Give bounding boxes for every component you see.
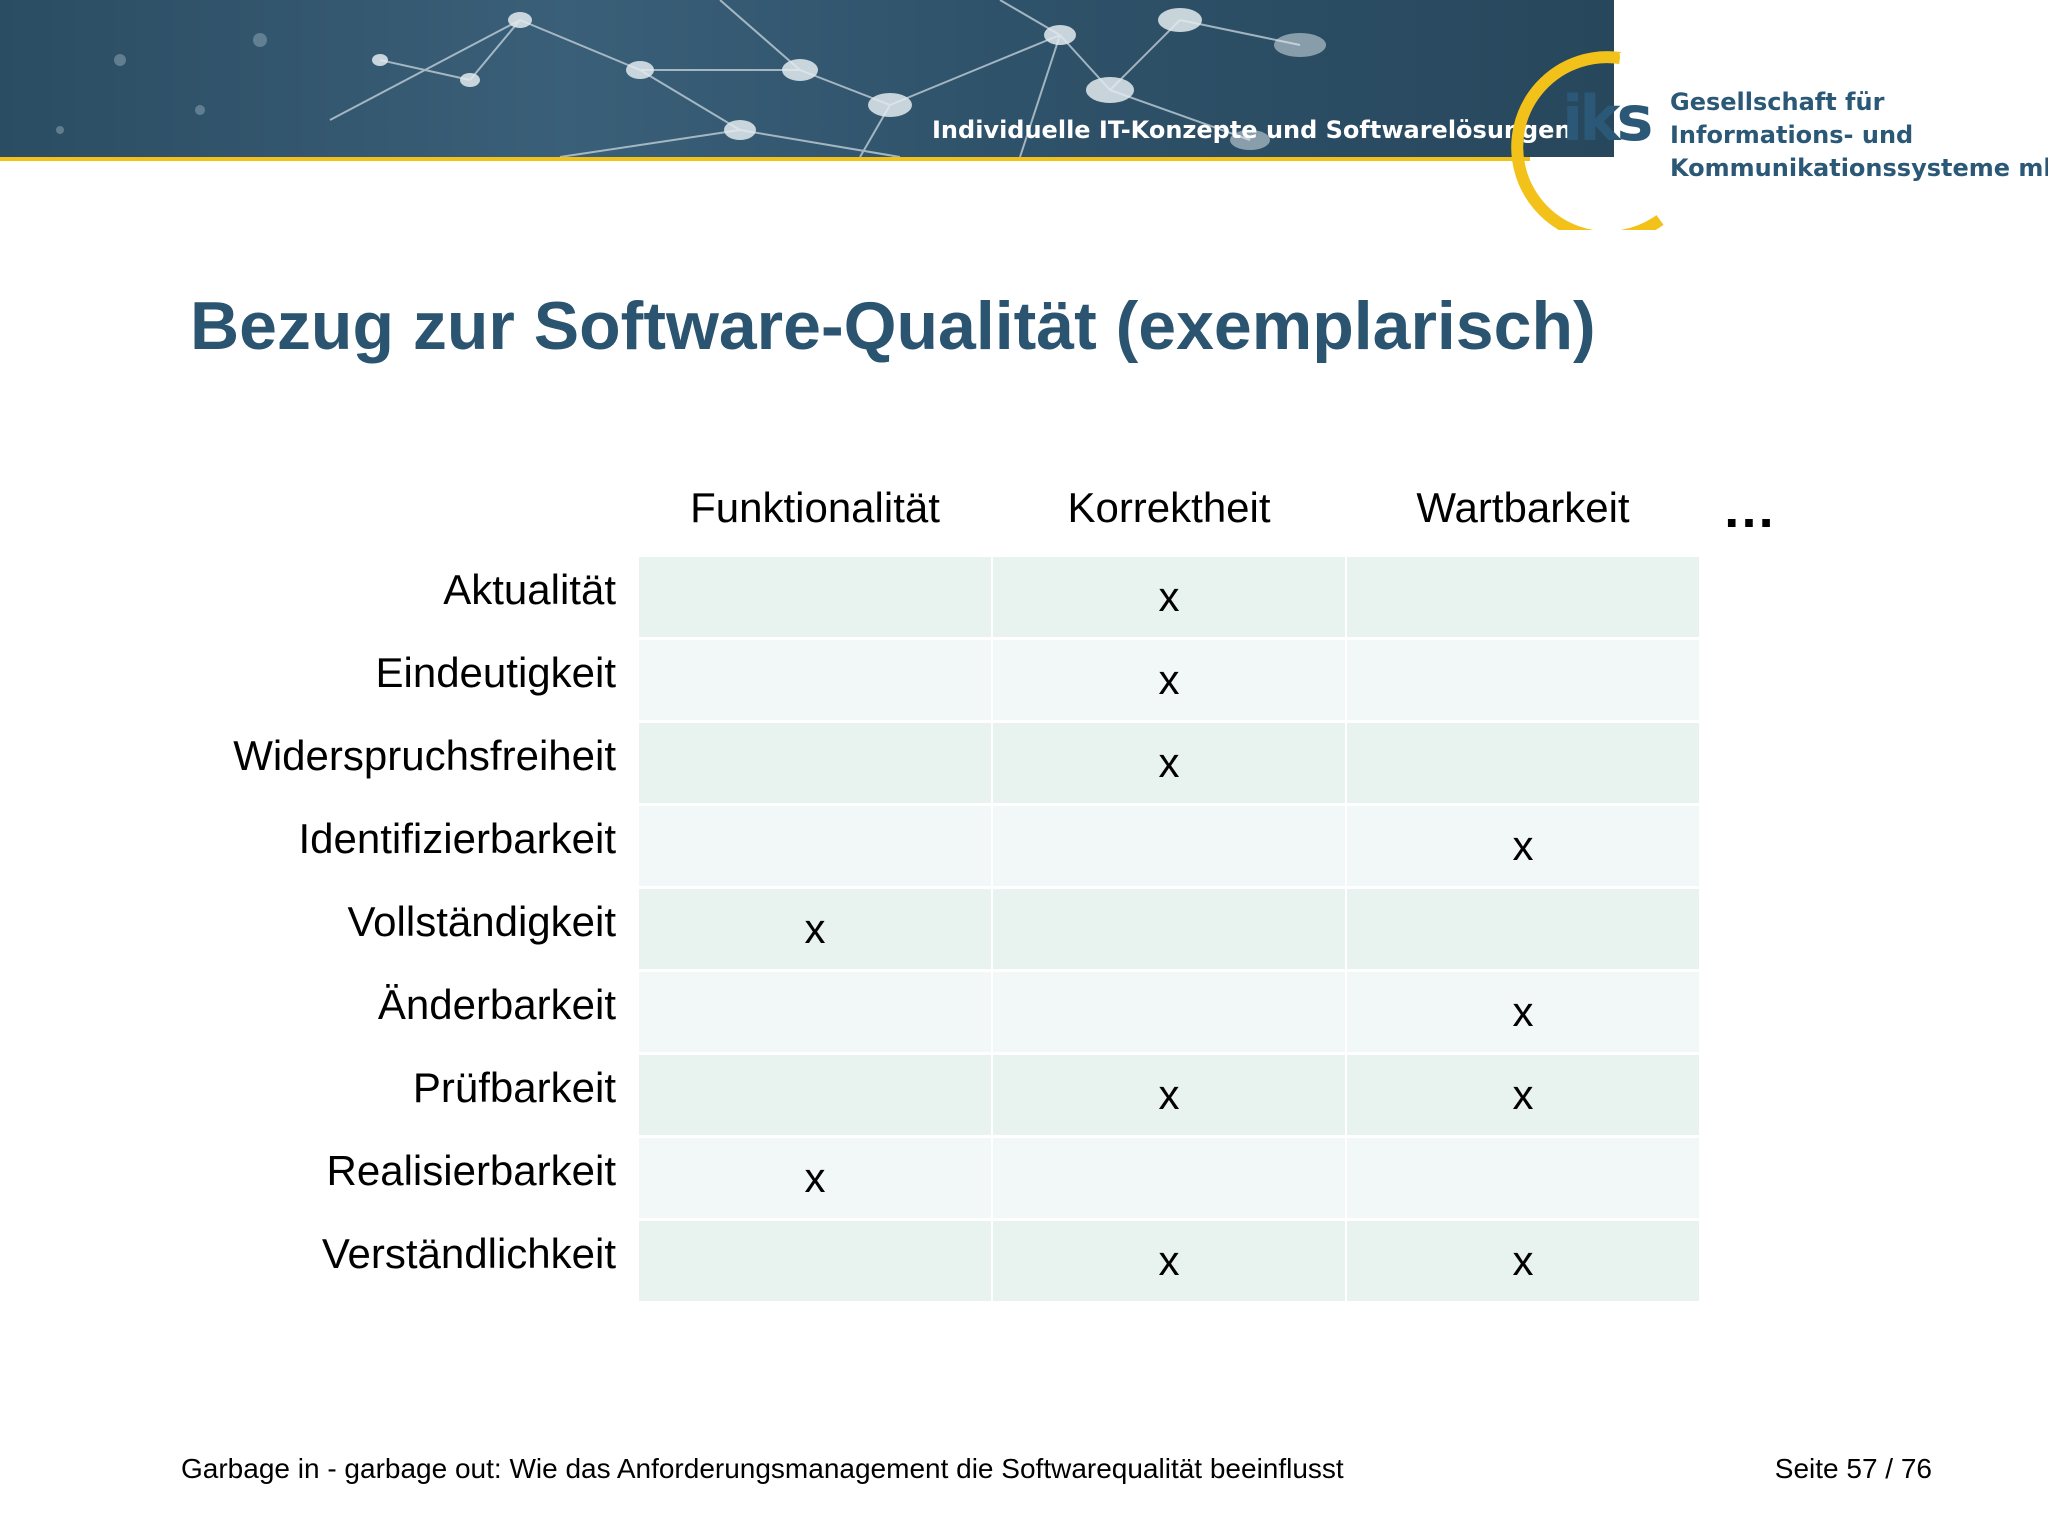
matrix-cell — [1347, 889, 1699, 969]
matrix-cell — [639, 640, 991, 720]
row-label: Änderbarkeit — [377, 981, 616, 1028]
matrix-cell: x — [993, 1055, 1345, 1135]
matrix-cell — [1347, 557, 1699, 637]
column-header: Funktionalität — [690, 484, 940, 531]
matrix-cell — [639, 557, 991, 637]
matrix-cell: x — [993, 723, 1345, 803]
row-label: Identifizierbarkeit — [298, 815, 616, 862]
banner-slogan: Individuelle IT-Konzepte und Softwarelös… — [932, 116, 1572, 144]
matrix-cell — [639, 723, 991, 803]
slide-title: Bezug zur Software-Qualität (exemplarisc… — [190, 288, 1596, 364]
matrix-cell: x — [993, 1221, 1345, 1301]
matrix-cell: x — [639, 1138, 991, 1218]
matrix-cell — [1347, 723, 1699, 803]
row-label: Verständlichkeit — [321, 1230, 616, 1277]
matrix-cell: x — [993, 557, 1345, 637]
page-number: Seite 57 / 76 — [1774, 1453, 1932, 1484]
matrix-cell — [639, 972, 991, 1052]
row-label: Realisierbarkeit — [326, 1147, 616, 1194]
matrix-cell — [993, 806, 1345, 886]
matrix-cell — [993, 889, 1345, 969]
matrix-cell: x — [1347, 806, 1699, 886]
row-label: Widerspruchsfreiheit — [233, 732, 616, 779]
logo-mark: iks — [1562, 88, 1653, 150]
more-columns-marker: … — [1722, 479, 1778, 539]
row-label: Eindeutigkeit — [375, 649, 617, 696]
company-line: Gesellschaft für — [1670, 88, 1885, 116]
logo-arc-icon — [1511, 51, 1679, 230]
matrix-cell — [1347, 640, 1699, 720]
network-graphic — [56, 0, 1326, 157]
row-label: Vollständigkeit — [347, 898, 616, 945]
row-label: Prüfbarkeit — [412, 1064, 616, 1111]
matrix-cell — [1347, 1138, 1699, 1218]
company-logo: iks — [1500, 0, 2048, 230]
matrix-cell — [993, 1138, 1345, 1218]
matrix-cell: x — [639, 889, 991, 969]
column-header: Korrektheit — [1067, 484, 1271, 531]
company-line: Kommunikationssysteme mbH — [1670, 154, 2048, 182]
matrix-cell — [993, 972, 1345, 1052]
footer-subtitle: Garbage in - garbage out: Wie das Anford… — [181, 1453, 1344, 1484]
matrix-cell — [639, 1221, 991, 1301]
row-label: Aktualität — [443, 566, 616, 613]
column-header: Wartbarkeit — [1416, 484, 1630, 531]
header-banner: Individuelle IT-Konzepte und Softwarelös… — [0, 0, 1614, 157]
banner-accent-line — [0, 157, 1530, 161]
matrix-cell — [639, 1055, 991, 1135]
matrix-cell: x — [1347, 972, 1699, 1052]
matrix-cell: x — [993, 640, 1345, 720]
company-name: Gesellschaft für Informations- und Kommu… — [1670, 86, 2048, 185]
matrix-cell: x — [1347, 1055, 1699, 1135]
matrix-cell: x — [1347, 1221, 1699, 1301]
matrix-cell — [639, 806, 991, 886]
company-line: Informations- und — [1670, 121, 1914, 149]
logo-text: iks — [1562, 82, 1653, 155]
